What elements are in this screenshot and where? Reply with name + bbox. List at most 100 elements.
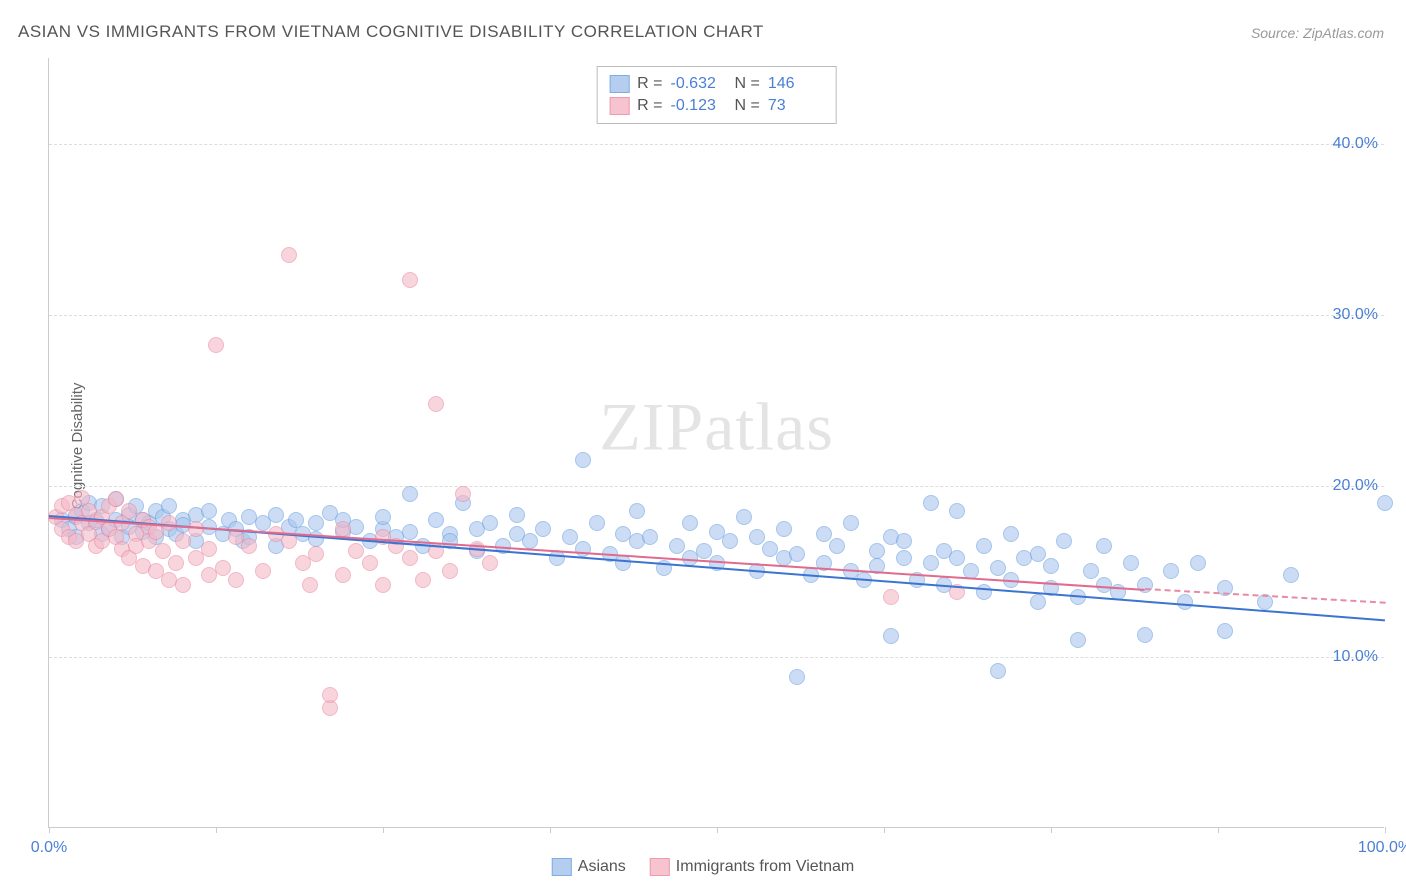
point-asians xyxy=(1096,538,1112,554)
point-asians xyxy=(883,628,899,644)
point-vietnam xyxy=(482,555,498,571)
point-asians xyxy=(308,515,324,531)
gridline xyxy=(49,315,1384,316)
y-tick-label: 10.0% xyxy=(1333,648,1378,666)
point-asians xyxy=(869,543,885,559)
x-tick xyxy=(884,827,885,833)
point-asians xyxy=(535,521,551,537)
gridline xyxy=(49,486,1384,487)
point-vietnam xyxy=(208,337,224,353)
point-asians xyxy=(923,555,939,571)
swatch-series1-bottom xyxy=(552,858,572,876)
point-asians xyxy=(615,555,631,571)
point-vietnam xyxy=(302,577,318,593)
point-asians xyxy=(642,529,658,545)
point-vietnam xyxy=(241,538,257,554)
point-vietnam xyxy=(883,589,899,605)
correlation-stats-box: R = -0.632 N = 146 R = -0.123 N = 73 xyxy=(596,66,837,124)
point-asians xyxy=(776,521,792,537)
point-asians xyxy=(722,533,738,549)
gridline xyxy=(49,657,1384,658)
point-asians xyxy=(589,515,605,531)
point-asians xyxy=(949,550,965,566)
chart-title: ASIAN VS IMMIGRANTS FROM VIETNAM COGNITI… xyxy=(18,22,764,42)
point-asians xyxy=(682,515,698,531)
point-asians xyxy=(1137,627,1153,643)
x-tick-label: 100.0% xyxy=(1358,839,1406,857)
point-asians xyxy=(509,507,525,523)
point-asians xyxy=(482,515,498,531)
point-vietnam xyxy=(155,543,171,559)
point-asians xyxy=(976,584,992,600)
point-vietnam xyxy=(215,560,231,576)
point-vietnam xyxy=(228,572,244,588)
point-asians xyxy=(1030,594,1046,610)
x-tick xyxy=(1385,827,1386,833)
point-asians xyxy=(375,509,391,525)
point-asians xyxy=(829,538,845,554)
point-asians xyxy=(923,495,939,511)
point-vietnam xyxy=(348,543,364,559)
legend-item-series1: Asians xyxy=(552,858,626,876)
x-tick xyxy=(1051,827,1052,833)
gridline xyxy=(49,144,1384,145)
point-asians xyxy=(1217,623,1233,639)
x-tick xyxy=(550,827,551,833)
x-tick xyxy=(383,827,384,833)
point-asians xyxy=(1123,555,1139,571)
point-vietnam xyxy=(322,687,338,703)
point-vietnam xyxy=(455,486,471,502)
point-asians xyxy=(268,507,284,523)
point-asians xyxy=(201,503,217,519)
point-asians xyxy=(843,515,859,531)
point-asians xyxy=(990,560,1006,576)
point-asians xyxy=(789,669,805,685)
point-vietnam xyxy=(168,555,184,571)
point-asians xyxy=(575,452,591,468)
point-asians xyxy=(1137,577,1153,593)
point-vietnam xyxy=(175,577,191,593)
x-tick xyxy=(1218,827,1219,833)
point-asians xyxy=(1283,567,1299,583)
point-vietnam xyxy=(255,563,271,579)
point-asians xyxy=(749,529,765,545)
point-asians xyxy=(949,503,965,519)
point-asians xyxy=(1377,495,1393,511)
point-vietnam xyxy=(428,396,444,412)
point-vietnam xyxy=(308,546,324,562)
point-asians xyxy=(1056,533,1072,549)
point-asians xyxy=(1003,526,1019,542)
point-vietnam xyxy=(402,550,418,566)
x-tick xyxy=(216,827,217,833)
point-asians xyxy=(402,524,418,540)
point-asians xyxy=(696,543,712,559)
point-vietnam xyxy=(362,555,378,571)
watermark: ZIPatlas xyxy=(599,388,834,467)
point-vietnam xyxy=(175,533,191,549)
point-asians xyxy=(629,503,645,519)
swatch-series2-bottom xyxy=(650,858,670,876)
point-asians xyxy=(1163,563,1179,579)
point-asians xyxy=(789,546,805,562)
point-vietnam xyxy=(442,563,458,579)
y-tick-label: 20.0% xyxy=(1333,477,1378,495)
point-vietnam xyxy=(415,572,431,588)
point-asians xyxy=(1030,546,1046,562)
point-vietnam xyxy=(108,491,124,507)
point-vietnam xyxy=(322,700,338,716)
point-asians xyxy=(1190,555,1206,571)
point-asians xyxy=(575,541,591,557)
swatch-series2 xyxy=(609,97,629,115)
point-asians xyxy=(428,512,444,528)
point-asians xyxy=(1070,632,1086,648)
point-vietnam xyxy=(335,567,351,583)
point-asians xyxy=(402,486,418,502)
point-asians xyxy=(896,533,912,549)
source-attribution: Source: ZipAtlas.com xyxy=(1251,25,1384,41)
point-asians xyxy=(990,663,1006,679)
point-vietnam xyxy=(335,521,351,537)
point-asians xyxy=(896,550,912,566)
point-asians xyxy=(1177,594,1193,610)
point-asians xyxy=(669,538,685,554)
stats-row-series1: R = -0.632 N = 146 xyxy=(609,73,824,95)
